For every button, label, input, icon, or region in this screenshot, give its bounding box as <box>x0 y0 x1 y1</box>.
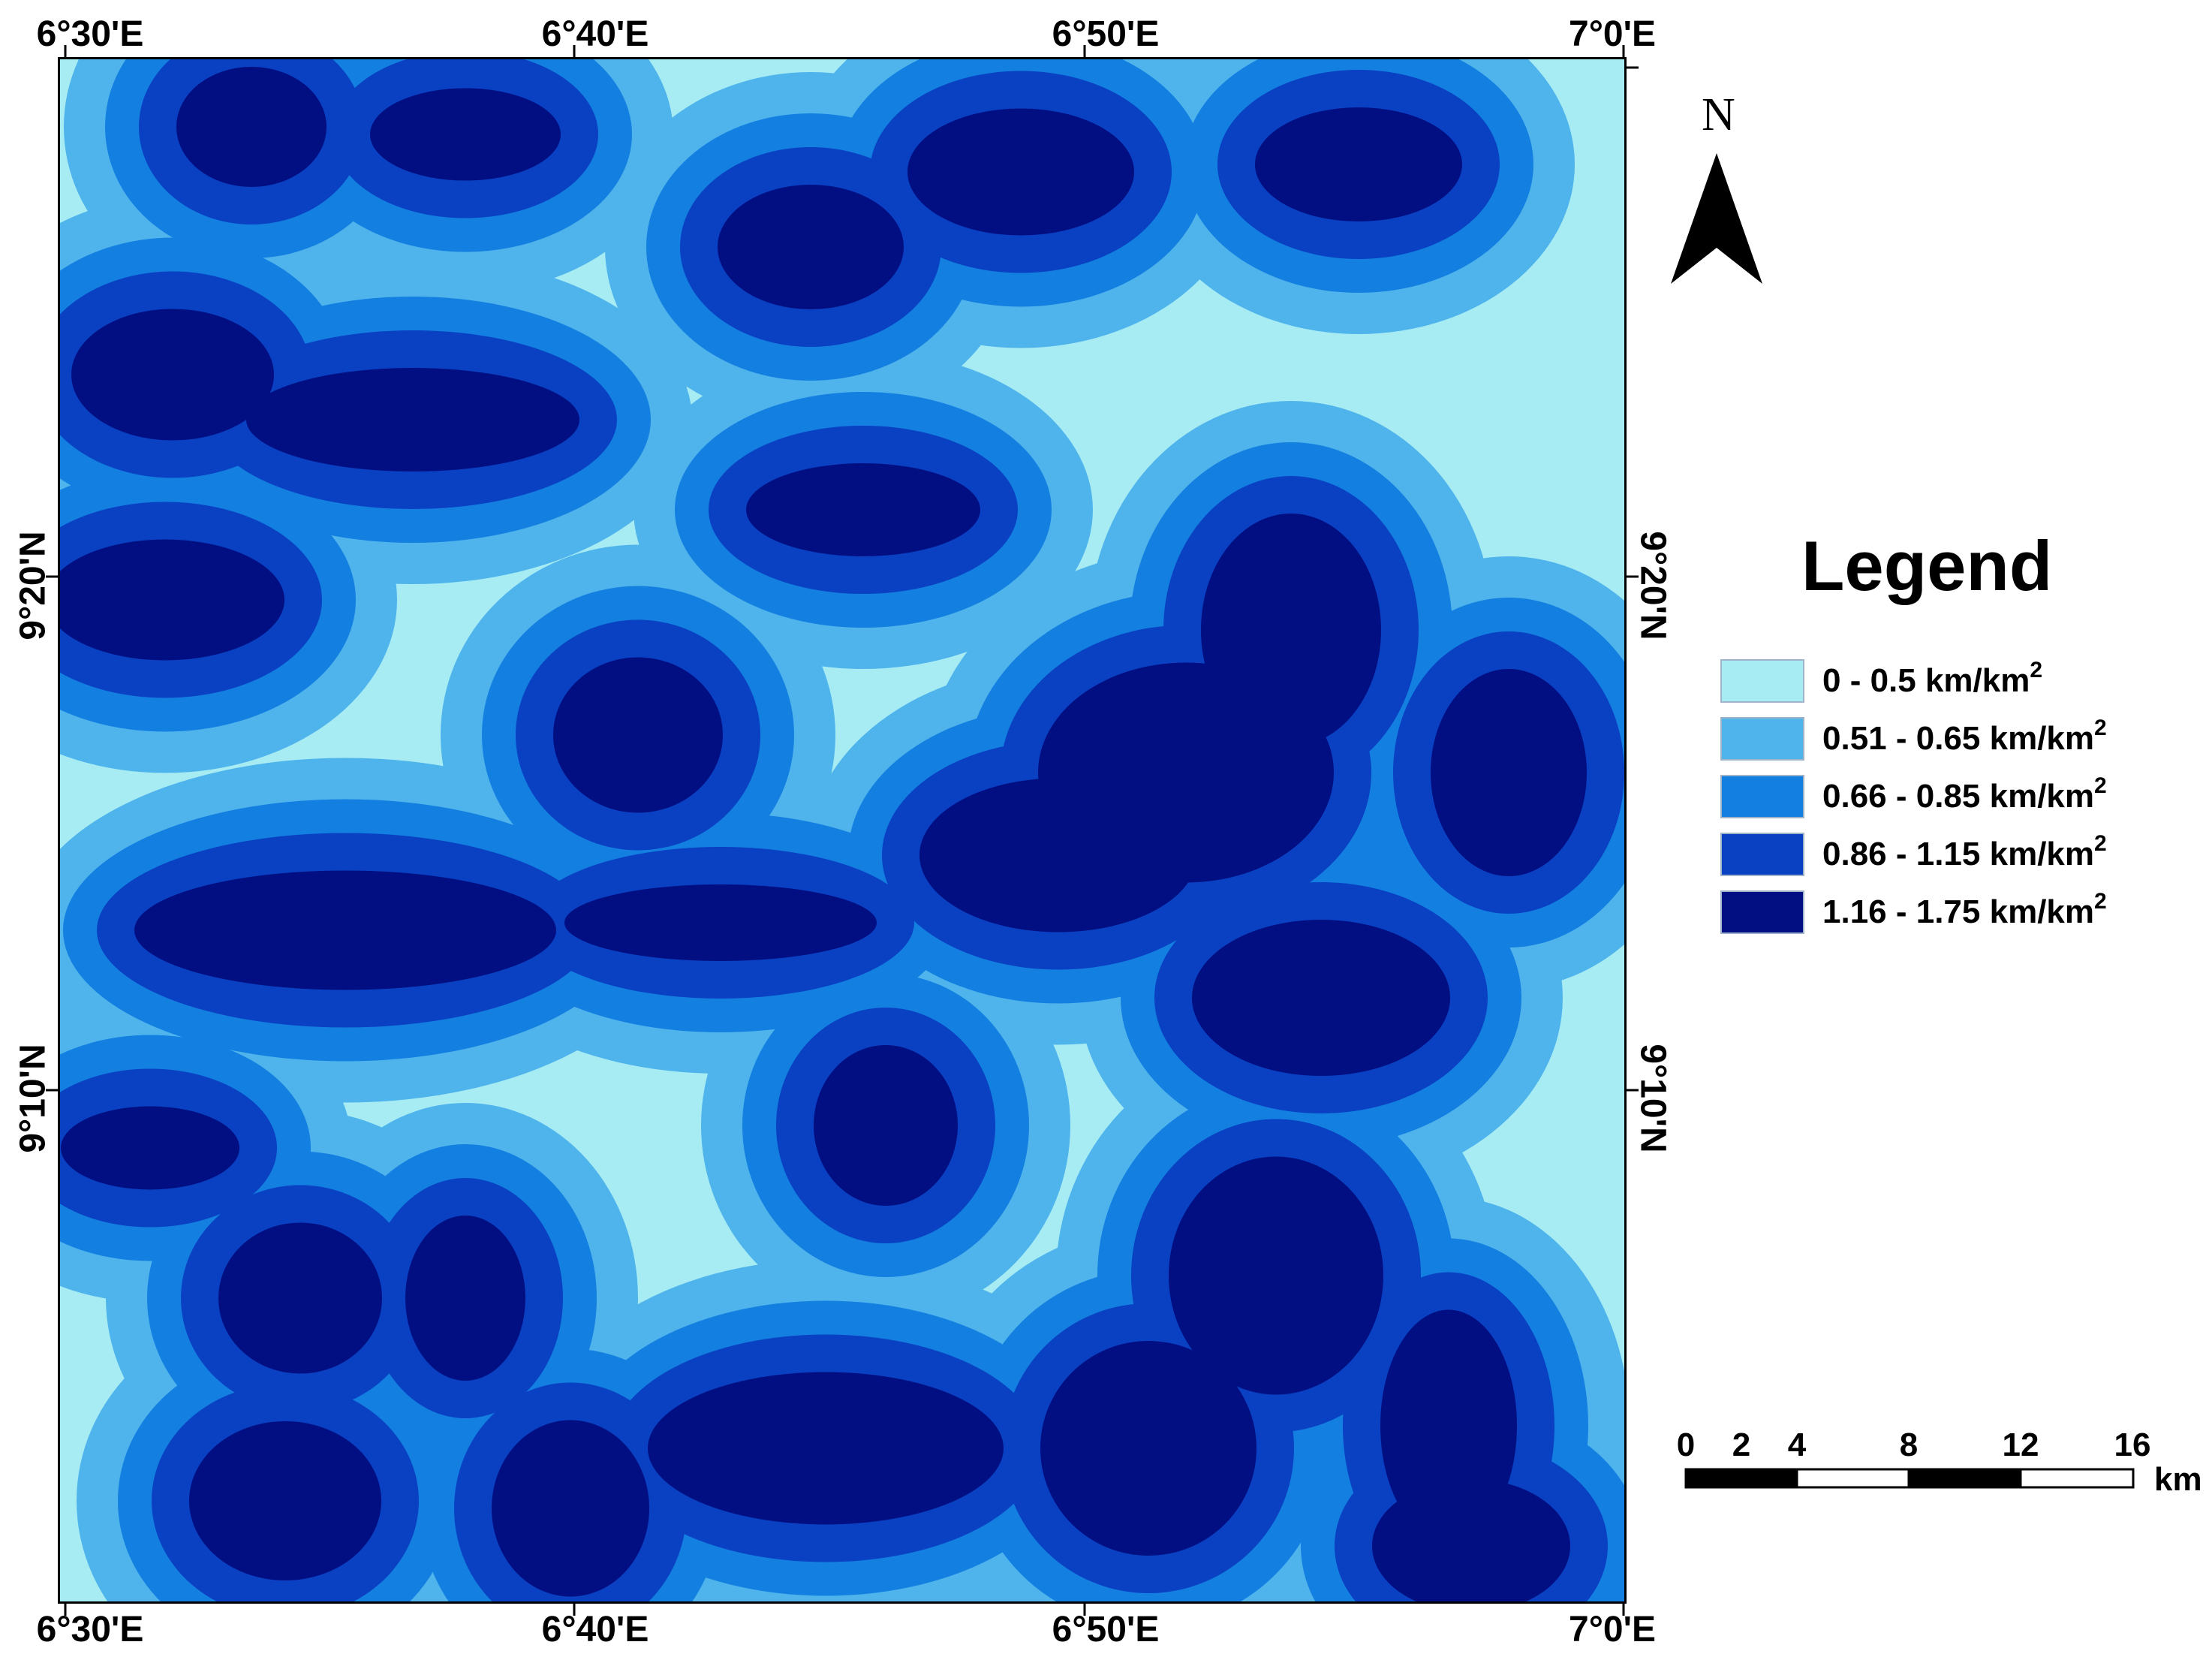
lon-label-bottom-3: 6°50'E <box>1052 1610 1160 1649</box>
legend-swatch-2 <box>1720 717 1804 761</box>
legend-label-3: 0.66 - 0.85 km/km <box>1822 778 2095 815</box>
scale-label-4: 4 <box>1787 1427 1807 1463</box>
legend-swatch-4 <box>1720 833 1804 876</box>
density-blob <box>1040 1341 1256 1556</box>
north-arrow-icon <box>1671 153 1762 284</box>
density-blob <box>189 1421 381 1580</box>
density-blob <box>134 870 556 990</box>
lon-label-bottom-4: 7°0'E <box>1568 1610 1657 1649</box>
legend-sup-3: 2 <box>2094 773 2107 798</box>
scale-label-12: 12 <box>2002 1427 2039 1463</box>
lon-label-bottom-1: 6°30'E <box>36 1610 144 1649</box>
scale-label-8: 8 <box>1899 1427 1919 1463</box>
legend-swatch-5 <box>1720 890 1804 934</box>
lon-label-top-2: 6°40'E <box>541 14 649 54</box>
scale-bar <box>1684 1468 2135 1489</box>
density-blob <box>405 1216 525 1381</box>
density-blob <box>492 1420 649 1597</box>
density-blob <box>1255 107 1462 221</box>
scale-label-2: 2 <box>1732 1427 1751 1463</box>
legend-title: Legend <box>1801 526 2053 605</box>
density-blob <box>1372 1479 1570 1613</box>
density-class-5-layer <box>46 67 1587 1613</box>
density-blob <box>246 368 579 471</box>
density-raster <box>0 0 1699 1660</box>
density-blob <box>71 309 274 441</box>
density-blob <box>370 88 561 181</box>
density-blob <box>61 1106 239 1190</box>
north-label: N <box>1702 89 1735 140</box>
scale-label-16: 16 <box>2114 1427 2151 1463</box>
legend-sup-5: 2 <box>2094 889 2107 914</box>
density-blob <box>907 108 1134 236</box>
density-blob <box>553 657 723 813</box>
legend-label-4: 0.86 - 1.15 km/km <box>1822 836 2095 872</box>
density-blob <box>746 463 980 556</box>
legend-swatch-1 <box>1720 659 1804 703</box>
legend-swatch-3 <box>1720 775 1804 818</box>
legend-label-2: 0.51 - 0.65 km/km <box>1822 720 2095 757</box>
legend-sup-2: 2 <box>2094 716 2107 740</box>
density-blob <box>814 1045 958 1206</box>
density-blob <box>218 1222 382 1374</box>
legend-label-5: 1.16 - 1.75 km/km <box>1822 893 2095 930</box>
density-blob <box>648 1372 1004 1525</box>
lon-label-top-3: 6°50'E <box>1052 14 1160 54</box>
lon-label-top-1: 6°30'E <box>36 14 144 54</box>
density-blob <box>1192 920 1450 1076</box>
scale-label-0: 0 <box>1676 1427 1696 1463</box>
legend-sup-4: 2 <box>2094 831 2107 856</box>
density-blob <box>1431 669 1587 876</box>
legend-sup-1: 2 <box>2030 658 2043 682</box>
density-blob <box>46 539 284 661</box>
density-blob <box>1169 1156 1383 1395</box>
lon-label-top-4: 7°0'E <box>1568 14 1657 54</box>
density-blob <box>564 884 877 961</box>
density-blob <box>176 67 327 187</box>
legend-label-1: 0 - 0.5 km/km <box>1822 662 2030 699</box>
density-blob <box>718 185 904 309</box>
drainage-density-map[interactable] <box>0 0 1699 1660</box>
scale-unit: km <box>2154 1461 2202 1498</box>
density-blob <box>919 778 1197 932</box>
lon-label-bottom-2: 6°40'E <box>541 1610 649 1649</box>
